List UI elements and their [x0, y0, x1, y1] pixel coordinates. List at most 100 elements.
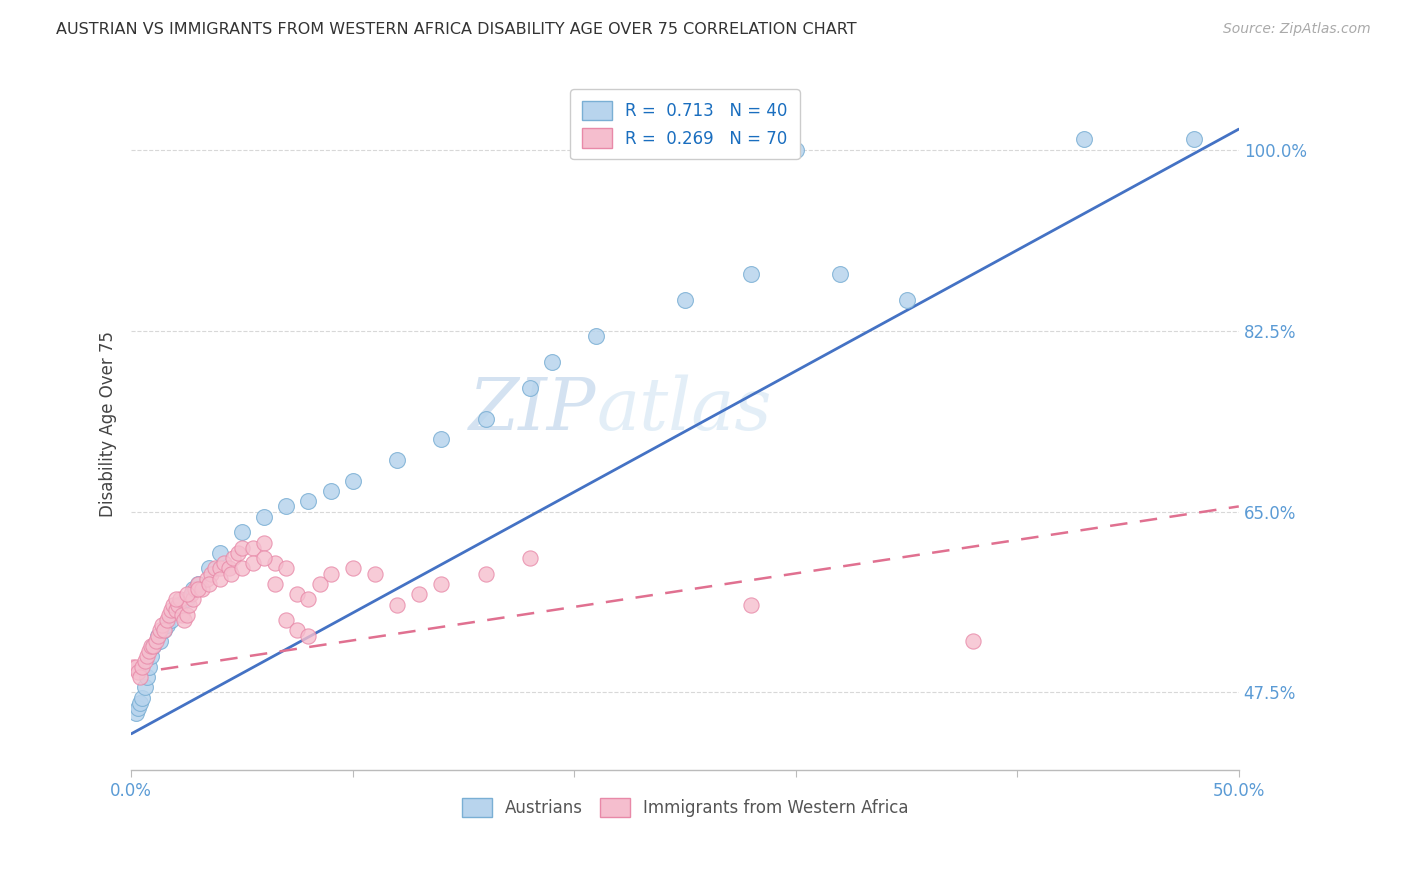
Point	[125, 706, 148, 720]
Point	[297, 494, 319, 508]
Point	[187, 582, 209, 596]
Point	[180, 587, 202, 601]
Point	[364, 566, 387, 581]
Point	[276, 561, 298, 575]
Point	[157, 607, 180, 622]
Point	[187, 577, 209, 591]
Point	[342, 474, 364, 488]
Point	[146, 629, 169, 643]
Y-axis label: Disability Age Over 75: Disability Age Over 75	[100, 331, 117, 516]
Point	[740, 267, 762, 281]
Point	[142, 639, 165, 653]
Point	[191, 582, 214, 596]
Point	[150, 618, 173, 632]
Point	[222, 551, 245, 566]
Point	[172, 607, 194, 622]
Point	[342, 561, 364, 575]
Point	[231, 525, 253, 540]
Point	[219, 566, 242, 581]
Point	[165, 603, 187, 617]
Point	[138, 644, 160, 658]
Point	[138, 659, 160, 673]
Text: atlas: atlas	[596, 375, 772, 445]
Point	[276, 613, 298, 627]
Point	[131, 690, 153, 705]
Point	[430, 577, 453, 591]
Point	[165, 603, 187, 617]
Point	[134, 655, 156, 669]
Point	[173, 613, 195, 627]
Point	[181, 582, 204, 596]
Point	[166, 598, 188, 612]
Point	[145, 633, 167, 648]
Point	[828, 267, 851, 281]
Point	[1073, 132, 1095, 146]
Point	[308, 577, 330, 591]
Point	[149, 633, 172, 648]
Point	[474, 566, 496, 581]
Point	[208, 561, 231, 575]
Point	[385, 453, 408, 467]
Point	[141, 639, 163, 653]
Point	[231, 561, 253, 575]
Point	[141, 649, 163, 664]
Point	[200, 566, 222, 581]
Point	[160, 603, 183, 617]
Point	[673, 293, 696, 307]
Point	[276, 500, 298, 514]
Point	[176, 607, 198, 622]
Point	[129, 696, 152, 710]
Point	[129, 670, 152, 684]
Point	[785, 143, 807, 157]
Point	[962, 633, 984, 648]
Point	[156, 613, 179, 627]
Point	[430, 432, 453, 446]
Point	[297, 592, 319, 607]
Point	[162, 598, 184, 612]
Point	[127, 665, 149, 679]
Point	[519, 380, 541, 394]
Point	[226, 546, 249, 560]
Point	[264, 556, 287, 570]
Point	[204, 561, 226, 575]
Point	[253, 535, 276, 549]
Point	[122, 659, 145, 673]
Point	[218, 561, 240, 575]
Point	[142, 639, 165, 653]
Point	[385, 598, 408, 612]
Point	[264, 577, 287, 591]
Point	[165, 592, 187, 607]
Point	[208, 546, 231, 560]
Point	[253, 551, 276, 566]
Point	[176, 592, 198, 607]
Point	[740, 598, 762, 612]
Point	[231, 541, 253, 555]
Point	[127, 701, 149, 715]
Point	[153, 624, 176, 638]
Point	[242, 541, 264, 555]
Point	[474, 411, 496, 425]
Point	[242, 556, 264, 570]
Point	[176, 587, 198, 601]
Text: AUSTRIAN VS IMMIGRANTS FROM WESTERN AFRICA DISABILITY AGE OVER 75 CORRELATION CH: AUSTRIAN VS IMMIGRANTS FROM WESTERN AFRI…	[56, 22, 856, 37]
Point	[134, 681, 156, 695]
Point	[125, 659, 148, 673]
Point	[146, 629, 169, 643]
Point	[297, 629, 319, 643]
Point	[214, 556, 236, 570]
Point	[253, 509, 276, 524]
Point	[160, 613, 183, 627]
Legend: Austrians, Immigrants from Western Africa: Austrians, Immigrants from Western Afric…	[456, 791, 915, 824]
Point	[287, 624, 309, 638]
Point	[408, 587, 430, 601]
Point	[177, 598, 200, 612]
Point	[135, 649, 157, 664]
Point	[519, 551, 541, 566]
Point	[149, 624, 172, 638]
Point	[896, 293, 918, 307]
Point	[585, 329, 607, 343]
Point	[541, 354, 564, 368]
Point	[319, 566, 342, 581]
Point	[181, 592, 204, 607]
Point	[153, 624, 176, 638]
